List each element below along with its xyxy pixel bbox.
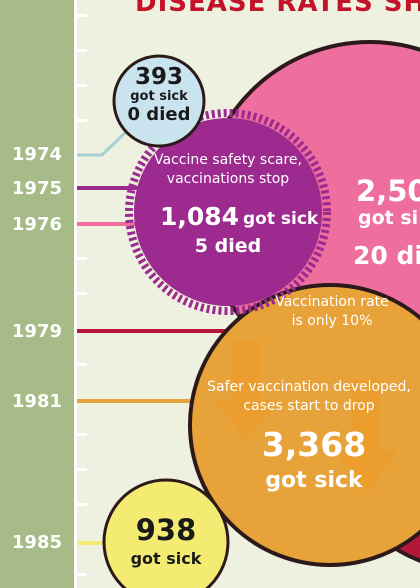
caption-1981-line1: Safer vaccination developed, xyxy=(207,379,411,395)
caption-1976-line2: is only 10% xyxy=(291,313,373,329)
caption-1975-line2: vaccinations stop xyxy=(166,171,290,187)
died-1975: 5 died xyxy=(194,235,262,257)
year-1974: 1974 xyxy=(11,144,62,165)
year-1985: 1985 xyxy=(11,532,62,553)
bubble-1985 xyxy=(102,478,230,588)
sick-label-1981: got sick xyxy=(265,468,363,493)
sick-label-1976: got si xyxy=(358,207,419,229)
down-arrow-icon xyxy=(334,380,398,495)
count-1976: 2,50 xyxy=(356,174,420,208)
year-1981: 1981 xyxy=(11,391,62,412)
sick-label-1974: got sick xyxy=(130,89,188,104)
caption-1976-line1: Vaccination rate xyxy=(275,294,389,310)
timeline-ticks xyxy=(77,14,87,576)
page-title: DISEASE RATES SHOT U xyxy=(135,0,420,18)
bubble-1974 xyxy=(112,54,206,148)
year-1975: 1975 xyxy=(11,178,62,199)
caption-1975-line1: Vaccine safety scare, xyxy=(153,152,302,168)
count-1985: 938 xyxy=(135,513,197,547)
timeline-axis xyxy=(74,0,77,588)
count-1975: 1,084 xyxy=(160,202,240,231)
caption-1981-line2: cases start to drop xyxy=(243,398,375,414)
bubble-1975 xyxy=(125,109,331,315)
sick-label-1975: got sick xyxy=(243,209,319,229)
connector-1974 xyxy=(77,128,130,157)
died-1974: 0 died xyxy=(127,104,191,125)
down-arrow-icon xyxy=(214,340,278,440)
died-1976: 20 di xyxy=(353,241,420,270)
year-1979: 1979 xyxy=(11,321,62,342)
count-1981: 3,368 xyxy=(261,425,367,464)
bubble-1981 xyxy=(188,283,420,567)
count-1974: 393 xyxy=(134,64,183,90)
sick-label-1985: got sick xyxy=(130,549,202,568)
year-1976: 1976 xyxy=(11,214,62,235)
timeline-bar xyxy=(0,0,74,588)
